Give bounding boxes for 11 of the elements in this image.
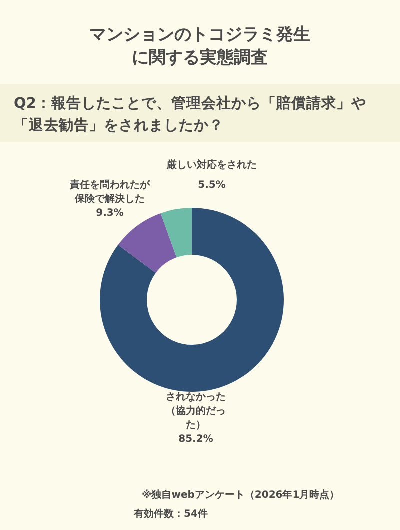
slice-label: されなかった（協力的だった） — [166, 392, 226, 431]
chart-subtitle: Q2：報告したことで、管理会社から「賠償請求」や「退去勧告」をされましたか？ — [14, 95, 366, 134]
chart-title: マンションのトコジラミ発生に関する実態調査 — [90, 25, 310, 68]
data-label: 5.5% — [198, 180, 226, 191]
text: 有効件数：54件 — [133, 508, 208, 520]
donut-slice — [160, 208, 192, 258]
text: ※独自webアンケート（2026年1月時点） — [142, 489, 340, 501]
slice-label: 責任を問われたが保険で解決した — [69, 179, 151, 205]
data-label: 9.3% — [96, 208, 124, 219]
data-label: 85.2% — [178, 434, 214, 445]
slice-label: 厳しい対応をされた — [166, 159, 257, 171]
